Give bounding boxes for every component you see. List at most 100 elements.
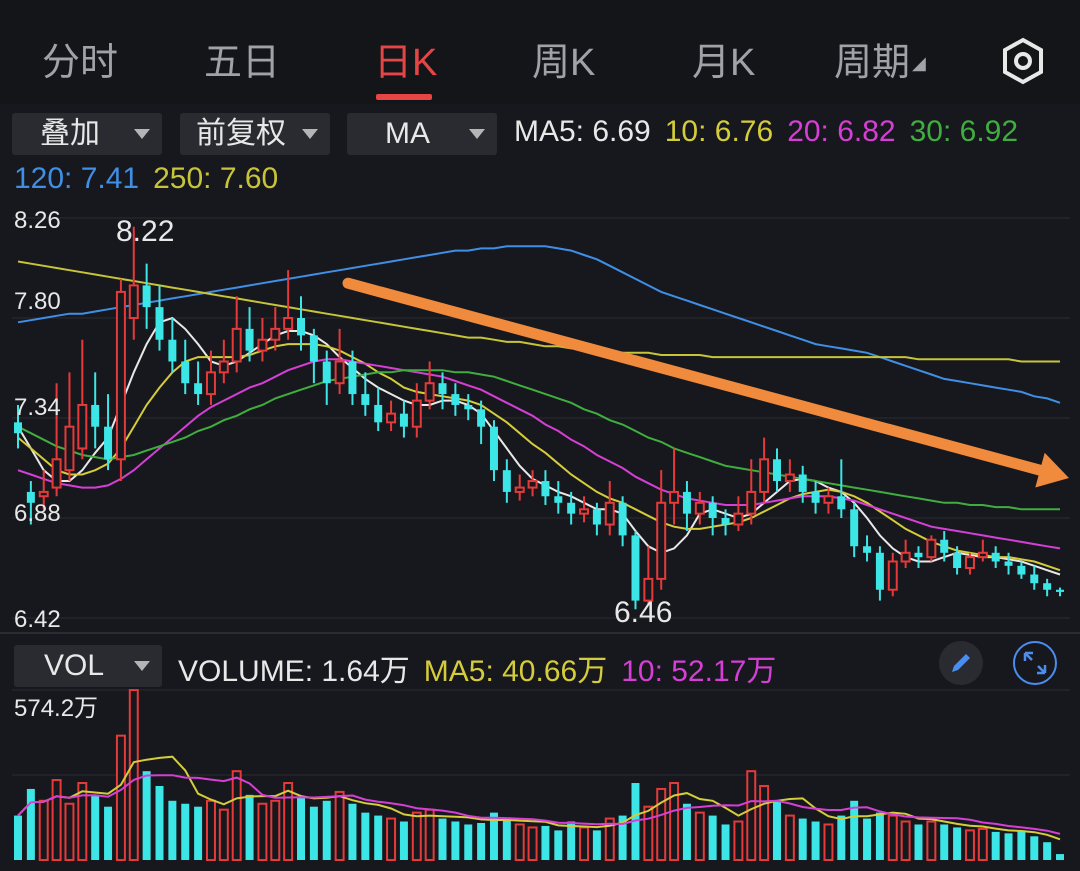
candle-body [205, 371, 216, 396]
volume-bar [579, 826, 590, 861]
volume-bar [875, 812, 884, 860]
candle-body [283, 317, 294, 330]
candle-body [964, 556, 975, 569]
candle-body [811, 491, 820, 503]
indicator-dropdown[interactable]: MA [347, 113, 497, 155]
volume-bar [514, 823, 525, 861]
volume-bar [361, 812, 370, 860]
volume-bar [940, 824, 949, 860]
candle-body [694, 501, 705, 515]
candle-body [115, 290, 126, 461]
volume-ma5-value: MA5: 40.66万 [423, 655, 608, 688]
price-adjust-dropdown[interactable]: 前复权 [180, 113, 330, 155]
candle-body [245, 328, 254, 351]
high-price-label: 8.22 [116, 215, 175, 248]
volume-bar [181, 803, 190, 860]
volume-bar [374, 815, 383, 860]
volume-bar [1056, 854, 1064, 860]
volume-bar [399, 821, 408, 860]
candle-body [682, 491, 691, 514]
volume-bar [464, 824, 473, 860]
expand-icon[interactable] [1012, 640, 1058, 686]
candle-body [155, 307, 164, 340]
candle-body [322, 361, 331, 384]
volume-bar [64, 802, 75, 861]
candle-body [579, 508, 590, 515]
candle-body [297, 318, 306, 336]
tab-daily-k[interactable]: 日K [374, 42, 438, 84]
volume-bar [863, 818, 872, 860]
volume-bar [746, 770, 757, 862]
volume-bar [115, 734, 126, 861]
volume-bar [348, 803, 357, 860]
trend-arrow-head [1035, 452, 1069, 488]
candle-body [218, 360, 229, 374]
candle-body [926, 538, 937, 559]
caret-down-icon [469, 129, 485, 139]
volume-bar [477, 822, 486, 860]
candle-body [361, 394, 370, 405]
candle-body [386, 412, 397, 424]
ma120-value: 120: 7.41 [14, 162, 140, 195]
candle-body [708, 502, 717, 518]
tab-weekly-k[interactable]: 周K [532, 42, 596, 84]
volume-bar [1004, 833, 1013, 860]
candle-body [424, 382, 435, 402]
volume-bar [51, 779, 62, 861]
volume-bar [386, 817, 397, 861]
candle-body [104, 426, 113, 460]
tab-period[interactable]: 周期 ◢ [834, 38, 926, 88]
triangle-down-icon: ◢ [912, 53, 926, 73]
volume-bar [205, 799, 216, 861]
settings-gear-icon[interactable] [998, 36, 1048, 86]
pencil-edit-icon[interactable] [938, 640, 984, 686]
tab-intraday[interactable]: 分时 [42, 42, 119, 84]
volume-bar [38, 799, 49, 861]
volume-bar [604, 817, 615, 861]
price-adjust-dropdown-label: 前复权 [196, 117, 286, 150]
low-price-label: 6.46 [614, 596, 673, 629]
volume-bar [784, 814, 795, 862]
volume-bar [128, 689, 139, 861]
candle-body [798, 474, 807, 492]
volume-bar [977, 827, 988, 861]
candle-body [669, 490, 680, 504]
candle-body [823, 495, 834, 504]
candle-body [953, 552, 962, 568]
volume-bar [502, 818, 511, 860]
volume-bar [77, 782, 88, 861]
volume-bar [489, 812, 498, 860]
tab-monthly-k[interactable]: 月K [692, 42, 756, 84]
ma20-value: 20: 6.82 [787, 115, 896, 148]
tab-period-label: 周期 [834, 42, 911, 84]
volume-dropdown-label: VOL [44, 649, 105, 682]
candle-body [784, 473, 795, 483]
volume-bar [811, 821, 820, 860]
volume-bar [541, 825, 550, 860]
tab-five-day[interactable]: 五日 [204, 42, 281, 84]
overlay-dropdown[interactable]: 叠加 [12, 113, 162, 155]
volume-indicator-dropdown[interactable]: VOL [14, 645, 162, 687]
volume-bar [283, 782, 294, 861]
candle-body [837, 496, 846, 510]
volume-bar [850, 800, 859, 860]
candle-body [374, 404, 383, 423]
candle-body [64, 425, 75, 472]
candle-body [567, 502, 576, 514]
candle-body [914, 552, 923, 558]
volume-bar [527, 826, 538, 861]
y-tick-label: 7.80 [14, 288, 61, 315]
candle-body [618, 502, 627, 536]
volume-max-label: 574.2万 [14, 695, 99, 722]
volume-ma10-value: 10: 52.17万 [621, 655, 777, 688]
candle-body [257, 338, 268, 352]
volume-bar [694, 811, 705, 862]
candle-body [38, 490, 49, 498]
caret-down-icon [134, 661, 150, 671]
candle-body [1043, 583, 1052, 590]
candle-body [128, 284, 139, 319]
volume-bar [297, 797, 306, 860]
volume-bar [991, 831, 1000, 860]
candle-body [887, 560, 898, 591]
